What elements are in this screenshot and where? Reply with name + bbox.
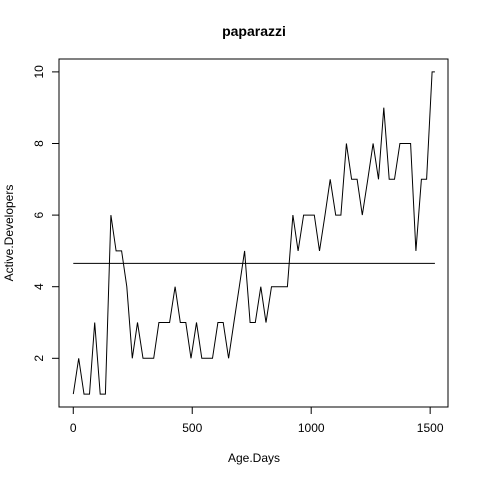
y-tick-label: 6	[32, 211, 46, 218]
series-points	[72, 70, 437, 395]
y-axis-label: Active.Developers	[2, 185, 16, 282]
x-axis: 0 500 1000 1500	[70, 406, 444, 435]
y-tick-label: 4	[32, 283, 46, 290]
x-axis-label: Age.Days	[228, 451, 280, 465]
series-line	[72, 71, 435, 395]
y-tick-label: 2	[32, 355, 46, 362]
x-tick-label: 1000	[298, 421, 325, 435]
y-tick-label: 10	[32, 65, 46, 79]
y-tick-label: 8	[32, 140, 46, 147]
chart-title: paparazzi	[222, 23, 286, 39]
x-tick-label: 1500	[417, 421, 444, 435]
x-tick-label: 0	[70, 421, 77, 435]
y-axis: 2 4 6 8 10	[32, 65, 60, 362]
plot-frame	[58, 58, 449, 408]
x-tick-label: 500	[182, 421, 202, 435]
